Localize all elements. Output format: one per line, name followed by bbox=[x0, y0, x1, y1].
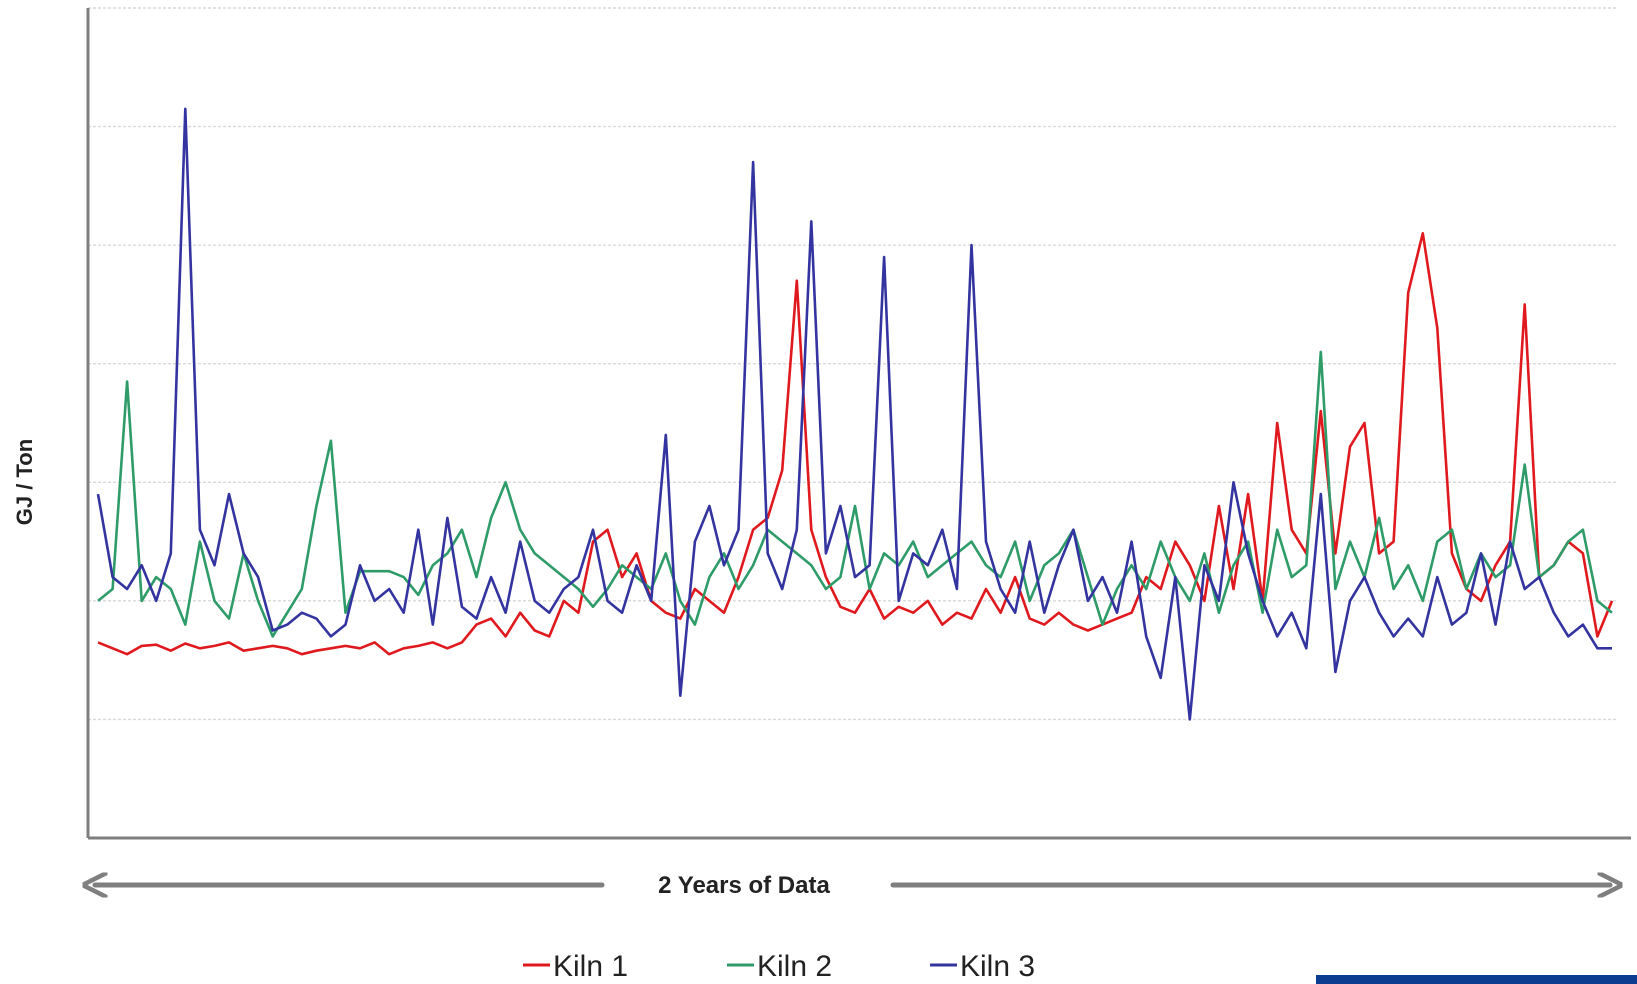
brand-bar bbox=[1316, 975, 1637, 984]
legend-label: Kiln 1 bbox=[553, 950, 628, 983]
legend-item-kiln-3: Kiln 3 bbox=[930, 950, 1035, 983]
legend-label: Kiln 2 bbox=[757, 950, 832, 983]
series-line-kiln-1 bbox=[97, 232, 1614, 656]
legend-item-kiln-2: Kiln 2 bbox=[727, 950, 832, 983]
series-lines bbox=[96, 107, 1614, 721]
series-line-kiln-3 bbox=[96, 107, 1612, 721]
legend: Kiln 1 Kiln 2 Kiln 3 bbox=[523, 950, 1035, 983]
legend-item-kiln-1: Kiln 1 bbox=[523, 950, 628, 983]
x-axis-label: 2 Years of Data bbox=[658, 872, 830, 899]
legend-label: Kiln 3 bbox=[960, 950, 1035, 983]
y-axis-label: GJ / Ton bbox=[12, 439, 37, 525]
series-line-kiln-2 bbox=[97, 350, 1613, 638]
